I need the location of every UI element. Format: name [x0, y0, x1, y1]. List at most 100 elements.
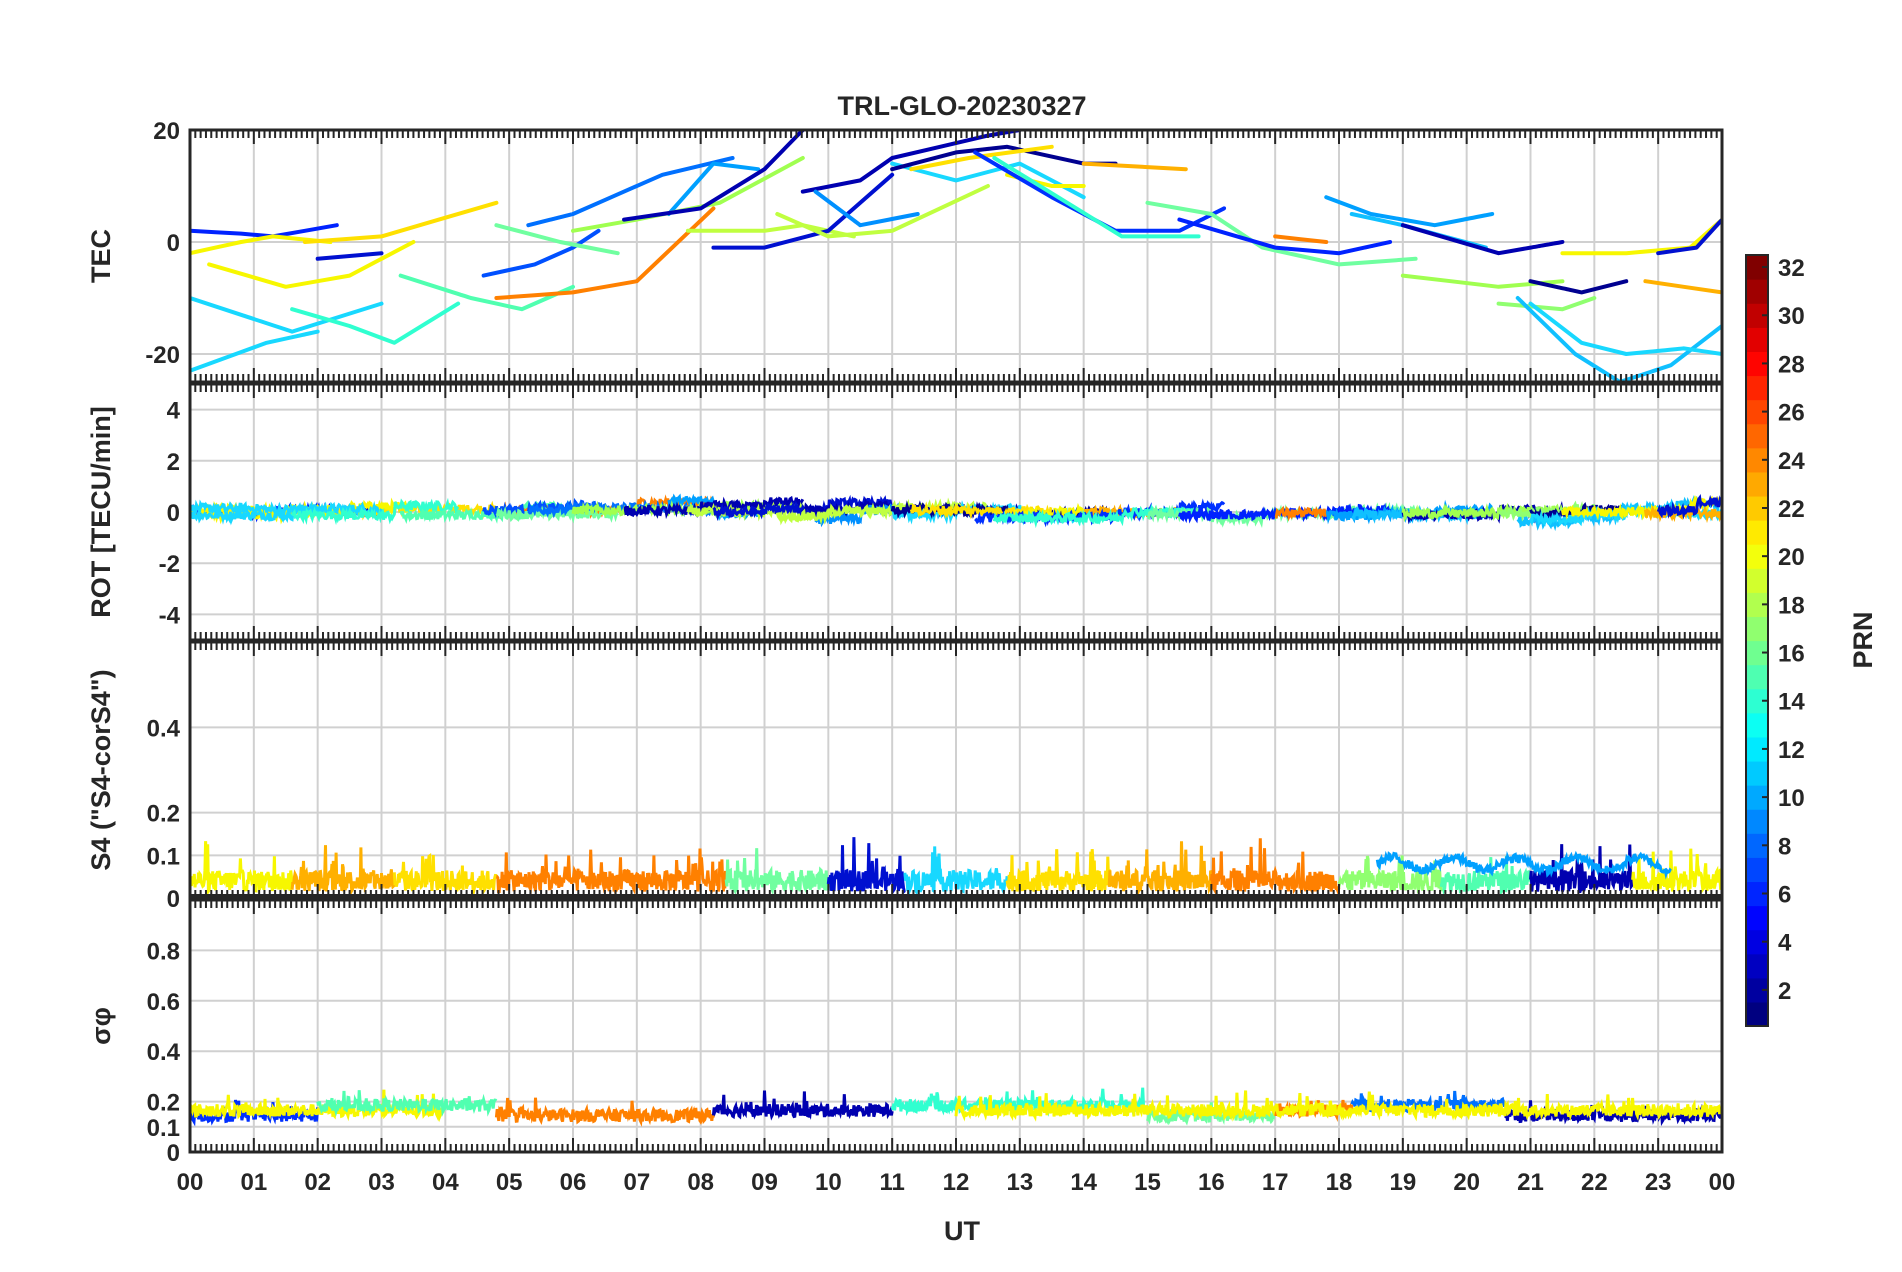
x-tick-label: 20	[1453, 1169, 1480, 1196]
sigma-series-trace	[954, 1090, 1724, 1122]
y-tick-label: 0.2	[147, 801, 180, 828]
x-tick-label: 22	[1581, 1169, 1608, 1196]
colorbar-swatch	[1746, 833, 1768, 858]
s4-series-trace	[392, 852, 498, 897]
tec-series-prn-9	[666, 161, 761, 216]
x-axis-tick-labels: 00 01 02 03 04 05 06 07 08 09 10 11 12 13 14 15 16 17 18 19…	[177, 1169, 1736, 1196]
x-tick-label: 10	[815, 1169, 842, 1196]
x-tick-label: 05	[496, 1169, 523, 1196]
s4-series-trace	[1107, 841, 1213, 896]
sigma-series-trace	[711, 1090, 894, 1121]
colorbar-tick-label: 24	[1778, 448, 1805, 475]
y-tick-label: 0.4	[147, 715, 181, 742]
s4-series-trace	[1631, 848, 1722, 894]
colorbar-swatch	[1746, 447, 1768, 473]
tec-series-prn-15	[1145, 200, 1418, 267]
tec-series-prn-11	[1515, 296, 1722, 382]
y-axis-label-s4: S4 ("S4-corS4")	[86, 669, 116, 870]
rot-series-prn-13	[290, 497, 460, 526]
x-tick-label: 08	[687, 1169, 714, 1196]
colorbar-swatch	[1746, 471, 1768, 497]
rot-series-group	[188, 493, 1724, 532]
colorbar-tick-label: 12	[1778, 737, 1805, 764]
colorbar-tick-label: 16	[1778, 641, 1805, 668]
chart-title: TRL-GLO-20230327	[837, 91, 1086, 121]
tec-series-prn-21	[302, 200, 499, 244]
tec-series-prn-8	[813, 189, 920, 228]
colorbar-tick-label: 26	[1778, 400, 1805, 427]
y-tick-label: 20	[153, 118, 180, 145]
colorbar-swatch	[1746, 1001, 1768, 1027]
tec-series-prn-1	[1528, 279, 1629, 295]
tec-series-prn-6	[481, 228, 601, 278]
x-tick-label: 00	[1709, 1169, 1736, 1196]
s4-series-trace	[1337, 855, 1443, 894]
colorbar-swatch	[1746, 279, 1768, 304]
colorbar-swatch	[1746, 664, 1768, 690]
colorbar-swatch	[1746, 303, 1768, 328]
tec-series-prn-12	[190, 329, 320, 373]
y-tick-label: 0	[167, 1140, 180, 1167]
colorbar-swatch	[1746, 785, 1768, 810]
y-axis-label-tec: TEC	[86, 229, 116, 283]
s4-series-trace	[609, 848, 728, 896]
tec-series-prn-3	[711, 172, 895, 250]
rot-series-prn-15	[495, 503, 619, 524]
y-tick-label: 0.6	[147, 989, 180, 1016]
rot-series-prn-12	[188, 499, 319, 518]
colorbar-swatch	[1746, 255, 1768, 280]
tec-series-prn-15	[494, 223, 620, 256]
tec-series-prn-16	[1496, 296, 1597, 312]
y-tick-label: 0	[167, 500, 180, 527]
x-tick-label: 18	[1326, 1169, 1353, 1196]
colorbar-swatch	[1746, 712, 1768, 738]
y-tick-label: 0	[167, 886, 180, 913]
rot-series-prn-24	[1274, 505, 1328, 522]
tec-series-prn-20	[207, 240, 416, 289]
s4-series-trace	[1439, 855, 1532, 897]
s4-series-trace	[495, 849, 613, 895]
colorbar-swatch	[1746, 592, 1768, 618]
s4-series-trace	[1375, 850, 1672, 880]
x-tick-label: 21	[1517, 1169, 1544, 1196]
colorbar-tick-label: 6	[1778, 881, 1791, 908]
x-tick-label: 17	[1262, 1169, 1289, 1196]
colorbar-swatch	[1746, 520, 1768, 545]
colorbar-tick-label: 30	[1778, 303, 1805, 330]
colorbar-tick-label: 14	[1778, 689, 1805, 716]
x-tick-label: 02	[304, 1169, 331, 1196]
tec-series-prn-12	[190, 296, 384, 334]
colorbar-swatch	[1746, 809, 1768, 834]
colorbar-tick-label: 32	[1778, 255, 1805, 282]
s4-series-trace	[190, 841, 294, 897]
colorbar-tick-label: 8	[1778, 833, 1791, 860]
tec-series-prn-2	[1400, 223, 1565, 256]
tec-series-prn-12	[1528, 301, 1722, 356]
colorbar-swatch	[1746, 760, 1768, 786]
rot-series-prn-3	[1656, 494, 1724, 520]
tec-series-prn-20	[190, 234, 333, 256]
y-tick-label: 0.2	[147, 1090, 180, 1117]
colorbar-tick-label: 10	[1778, 785, 1805, 812]
colorbar-swatch	[1746, 568, 1768, 593]
colorbar-swatch	[1746, 544, 1768, 569]
sigma-series-trace	[494, 1097, 715, 1127]
x-tick-label: 23	[1645, 1169, 1672, 1196]
tec-series-prn-3	[315, 251, 384, 261]
colorbar-swatch	[1746, 616, 1768, 642]
colorbar-swatch	[1746, 977, 1768, 1003]
x-tick-label: 15	[1134, 1169, 1161, 1196]
colorbar-swatch	[1746, 929, 1768, 955]
tec-series-prn-22	[1081, 161, 1188, 172]
sigma-series-group	[188, 1087, 1724, 1127]
colorbar-tick-label: 28	[1778, 351, 1805, 378]
colorbar-swatch	[1746, 399, 1768, 425]
tec-series-prn-13	[290, 301, 461, 345]
tec-series-prn-18	[775, 184, 990, 239]
tec-series-prn-13	[992, 156, 1201, 239]
sigma-series-trace	[316, 1090, 498, 1118]
y-tick-label: -4	[159, 602, 181, 629]
y-tick-label: -20	[145, 342, 180, 369]
